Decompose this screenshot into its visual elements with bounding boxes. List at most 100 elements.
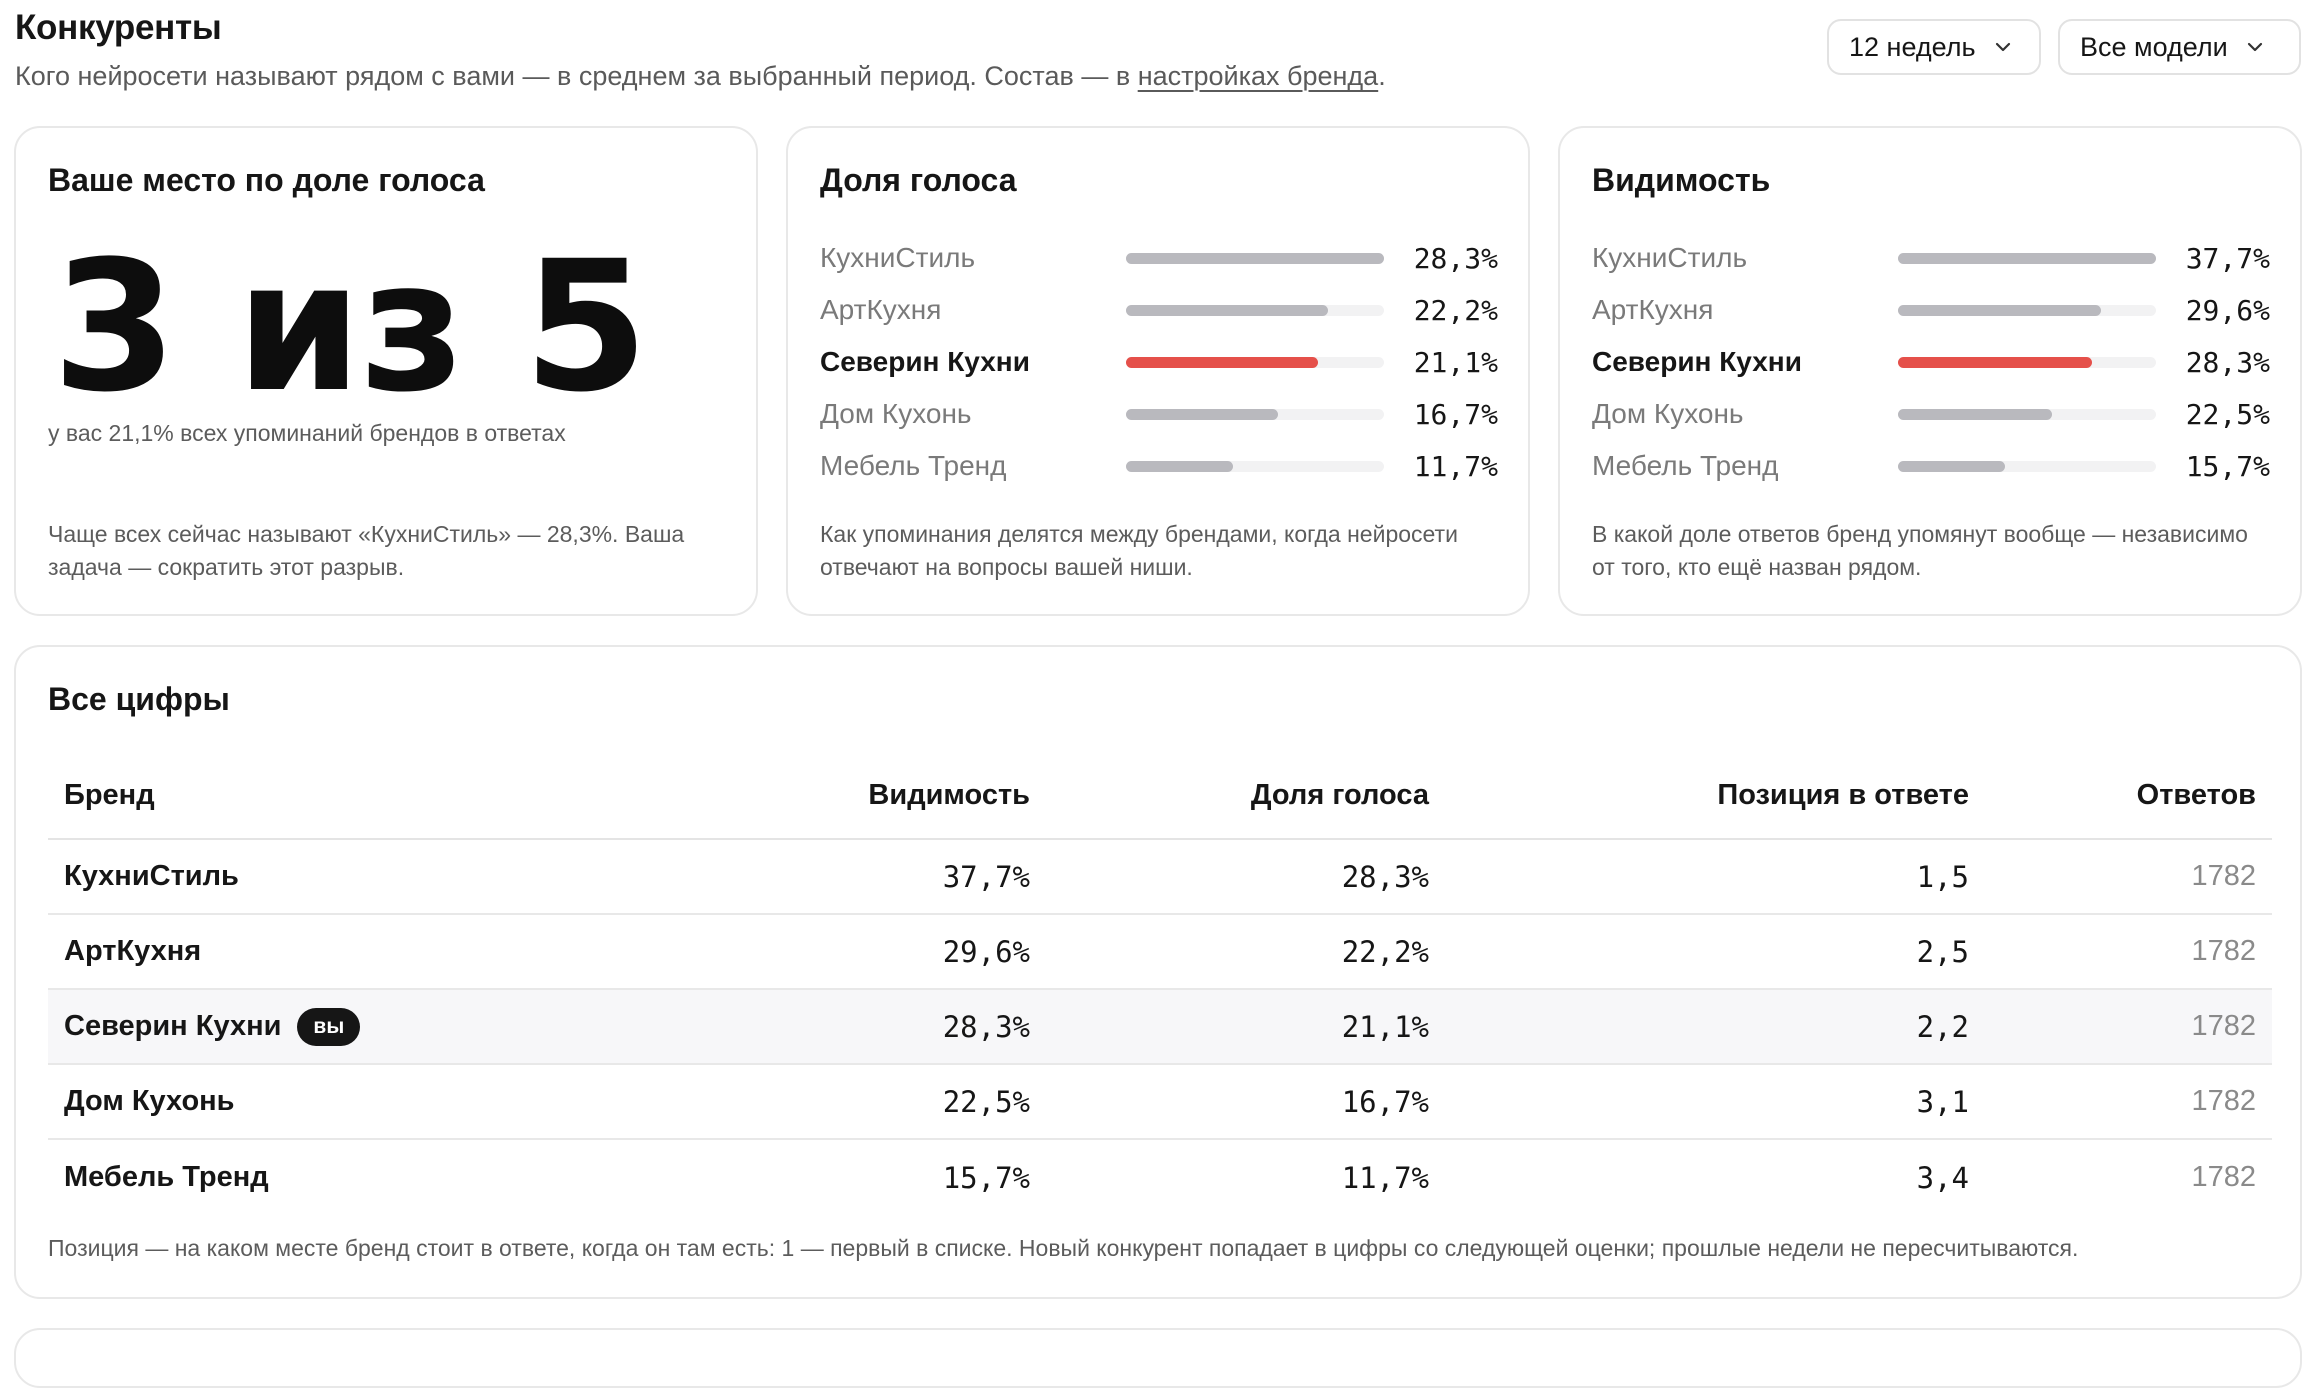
bar-value: 28,3%	[1413, 241, 1498, 275]
subtitle-text: Кого нейросети называют рядом с вами — в…	[15, 61, 1138, 91]
share-card-title: Доля голоса	[820, 162, 1017, 198]
brand-name: АртКухня	[64, 935, 202, 967]
table-row[interactable]: КухниСтиль 37,7% 28,3% 1,5 1782	[48, 840, 2272, 915]
cell-brand: КухниСтиль	[64, 860, 239, 893]
bar-fill	[1126, 304, 1329, 316]
table-row[interactable]: АртКухня 29,6% 22,2% 2,5 1782	[48, 915, 2272, 990]
table-row[interactable]: Мебель Тренд 15,7% 11,7% 3,4 1782	[48, 1140, 2272, 1215]
bar-fill	[1898, 356, 2092, 368]
bar-row: Дом Кухонь 16,7%	[820, 388, 1498, 440]
share-card-footer: Как упоминания делятся между брендами, к…	[820, 521, 1458, 580]
col-header-brand[interactable]: Бренд	[64, 778, 155, 811]
bar-label: АртКухня	[820, 294, 942, 325]
brand-name: КухниСтиль	[64, 860, 239, 892]
cell-position: 3,4	[1916, 1160, 1969, 1195]
bar-value: 29,6%	[2185, 293, 2270, 327]
cell-visibility: 15,7%	[942, 1160, 1030, 1195]
bar-track	[1898, 304, 2156, 316]
cell-brand: Дом Кухонь	[64, 1085, 235, 1118]
page-header: Конкуренты Кого нейросети называют рядом…	[15, 8, 2301, 98]
bar-label: Мебель Тренд	[820, 450, 1007, 481]
table-title: Все цифры	[48, 681, 230, 717]
bar-fill	[1126, 252, 1384, 264]
bar-value: 15,7%	[2185, 449, 2270, 483]
bar-fill	[1126, 460, 1233, 472]
table-note: Позиция — на каком месте бренд стоит в о…	[48, 1235, 2079, 1261]
bar-value: 11,7%	[1413, 449, 1498, 483]
page-title: Конкуренты	[15, 8, 222, 47]
visibility-bars: КухниСтиль 37,7% АртКухня 29,6% Северин Кухн…	[1592, 232, 2270, 492]
brand-name: Мебель Тренд	[64, 1161, 269, 1193]
col-header-share[interactable]: Доля голоса	[1250, 778, 1429, 811]
table-row[interactable]: Дом Кухонь 22,5% 16,7% 3,1 1782	[48, 1065, 2272, 1140]
bar-track	[1126, 252, 1384, 264]
share-of-voice-card: Доля голоса КухниСтиль 28,3% АртКухня 22,2%…	[786, 126, 1530, 616]
cell-answers: 1782	[2191, 935, 2256, 967]
cell-answers: 1782	[2191, 1161, 2256, 1193]
bar-row: КухниСтиль 37,7%	[1592, 232, 2270, 284]
competitors-table: Бренд Видимость Доля голоса Позиция в от…	[48, 752, 2272, 1215]
cell-answers: 1782	[2191, 1085, 2256, 1117]
bar-row: Мебель Тренд 11,7%	[820, 440, 1498, 492]
you-badge: вы	[297, 1007, 361, 1046]
table-row[interactable]: Северин Кухни вы 28,3% 21,1% 2,2 1782	[48, 990, 2272, 1065]
bar-fill	[1126, 356, 1319, 368]
bar-value: 21,1%	[1413, 345, 1498, 379]
rank-card-footer: Чаще всех сейчас называют «КухниСтиль» —…	[48, 521, 685, 580]
bar-value: 16,7%	[1413, 397, 1498, 431]
cell-brand: АртКухня	[64, 935, 201, 968]
period-select[interactable]: 12 недель	[1827, 19, 2041, 75]
visibility-card-title: Видимость	[1592, 162, 1771, 198]
bar-label: АртКухня	[1592, 294, 1714, 325]
next-card	[14, 1328, 2302, 1388]
bar-track	[1126, 460, 1384, 472]
bar-fill	[1898, 252, 2156, 264]
subtitle-end: .	[1378, 61, 1386, 91]
brand-name: Дом Кухонь	[64, 1085, 235, 1117]
cell-answers: 1782	[2191, 860, 2256, 892]
rank-note: у вас 21,1% всех упоминаний брендов в от…	[48, 420, 566, 446]
bar-fill	[1898, 460, 2006, 472]
bar-value: 22,5%	[2185, 397, 2270, 431]
cell-visibility: 28,3%	[942, 1009, 1030, 1044]
cell-brand: Северин Кухни вы	[64, 1007, 361, 1046]
bar-track	[1898, 460, 2156, 472]
rank-value: 3 из 5	[52, 223, 649, 432]
bar-track	[1898, 356, 2156, 368]
table-header-row: Бренд Видимость Доля голоса Позиция в от…	[48, 752, 2272, 840]
cell-position: 2,5	[1916, 934, 1969, 969]
bar-row: КухниСтиль 28,3%	[820, 232, 1498, 284]
visibility-card: Видимость КухниСтиль 37,7% АртКухня 29,6% Се…	[1558, 126, 2302, 616]
bar-track	[1898, 252, 2156, 264]
bar-track	[1126, 304, 1384, 316]
all-numbers-card: Все цифры Бренд Видимость Доля голоса По…	[14, 645, 2302, 1299]
brand-settings-link[interactable]: настройках бренда	[1137, 61, 1379, 91]
bar-value: 22,2%	[1413, 293, 1498, 327]
cell-visibility: 22,5%	[942, 1084, 1030, 1119]
period-select-value: 12 недель	[1849, 31, 1976, 62]
cell-position: 2,2	[1916, 1009, 1969, 1044]
bar-fill	[1898, 304, 2101, 316]
bar-label: Северин Кухни	[820, 346, 1030, 377]
cell-answers: 1782	[2191, 1010, 2256, 1042]
cell-share: 21,1%	[1341, 1009, 1429, 1044]
bar-row: АртКухня 22,2%	[820, 284, 1498, 336]
col-header-visibility[interactable]: Видимость	[868, 778, 1030, 811]
models-select[interactable]: Все модели	[2058, 19, 2301, 75]
bar-row: Мебель Тренд 15,7%	[1592, 440, 2270, 492]
col-header-position[interactable]: Позиция в ответе	[1717, 778, 1969, 811]
share-bars: КухниСтиль 28,3% АртКухня 22,2% Северин Кухн…	[820, 232, 1498, 492]
brand-name: Северин Кухни	[64, 1010, 282, 1042]
bar-value: 37,7%	[2185, 241, 2270, 275]
bar-row: Северин Кухни 28,3%	[1592, 336, 2270, 388]
col-header-answers[interactable]: Ответов	[2136, 778, 2256, 811]
rank-card-title: Ваше место по доле голоса	[48, 162, 485, 198]
bar-value: 28,3%	[2185, 345, 2270, 379]
cell-position: 3,1	[1916, 1084, 1969, 1119]
bar-row: Дом Кухонь 22,5%	[1592, 388, 2270, 440]
chevron-down-icon	[2247, 42, 2262, 52]
bar-row: Северин Кухни 21,1%	[820, 336, 1498, 388]
bar-row: АртКухня 29,6%	[1592, 284, 2270, 336]
bar-label: КухниСтиль	[1592, 242, 1748, 273]
cell-share: 28,3%	[1341, 859, 1429, 894]
